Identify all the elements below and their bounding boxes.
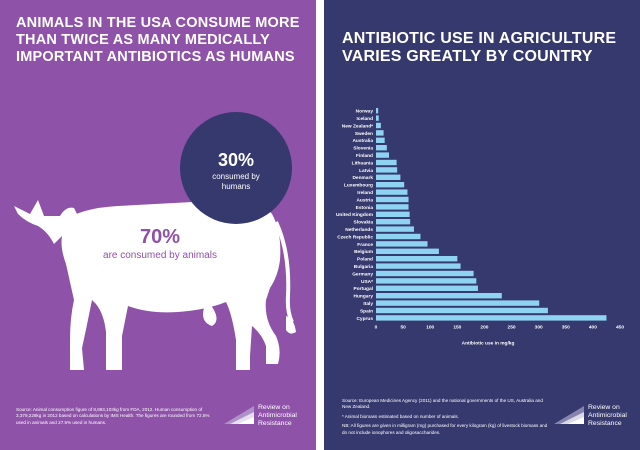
human-label: consumed by humans [212,172,260,191]
logo-mark-icon [554,406,584,424]
category-label: Sweden [355,131,373,137]
category-label: Slovakia [354,220,374,226]
bar [376,182,405,188]
category-label: USA* [361,279,373,285]
bar [376,137,385,143]
bar [376,159,397,166]
logo-text: Review on Antimicrobial Resistance [588,404,627,427]
category-label: Ireland [357,190,373,196]
bar [376,256,458,262]
bar [376,174,401,180]
bar [376,307,548,314]
category-label: Cyprus [356,316,373,322]
x-tick-label: 300 [535,325,543,331]
bar [376,130,384,136]
category-label: Iceland [356,116,373,122]
category-label: Finland [356,153,373,159]
review-logo-right: Review on Antimicrobial Resistance [552,400,627,431]
category-label: Lithuania [352,160,374,166]
human-percent: 30% [217,150,255,170]
bar [376,248,439,254]
bar [376,219,411,225]
x-tick-label: 150 [453,325,461,331]
right-source-note: Source: European Medicines Agency (2011)… [342,398,552,436]
x-tick-label: 400 [589,325,597,331]
bar [376,108,379,114]
units-note: NB: All figures are given in milligram (… [342,423,548,435]
bar [376,300,540,306]
panel-divider [316,0,324,450]
review-logo: Review on Antimicrobial Resistance [222,400,297,431]
bar [376,315,607,321]
category-label: Slovenia [353,146,373,152]
bar [376,122,381,129]
category-label: Luxembourg [344,183,373,189]
category-label: France [357,242,373,248]
bar [376,211,410,217]
bar [376,293,502,299]
bar [376,196,409,203]
bar [376,270,474,277]
bar [376,115,379,121]
category-label: Australia [352,138,373,144]
category-label: United Kingdom [336,212,373,218]
category-label: Portugal [354,286,373,292]
animal-percent: 70% [139,226,181,248]
category-label: Czech Republic [337,234,373,240]
x-tick-label: 350 [562,325,570,331]
category-label: Spain [360,308,373,314]
right-headline: ANTIBIOTIC USE IN AGRICULTURE VARIES GRE… [342,30,617,65]
logo-text: Review on Antimicrobial Resistance [258,404,297,427]
animal-label: are consumed by animals [103,250,217,261]
category-label: Austria [356,197,373,203]
bar [376,152,390,158]
bar [376,145,387,151]
x-tick-label: 250 [508,325,516,331]
category-label: New Zealand* [342,123,373,129]
category-label: Hungary [354,294,374,300]
x-axis-title: Antibiotic use in mg/kg [462,341,515,347]
category-label: Norway [356,109,374,115]
bar [376,278,477,284]
category-label: Poland [357,257,373,263]
left-source-note: Source: Animal consumption figure of 8,8… [16,407,210,425]
bar [376,204,409,210]
human-share-bubble [180,112,292,224]
bar [376,167,398,173]
bar [376,263,461,269]
right-panel: ANTIBIOTIC USE IN AGRICULTURE VARIES GRE… [324,0,640,450]
source-text: Source: European Medicines Agency (2011)… [342,398,543,410]
x-tick-label: 200 [480,325,488,331]
category-label: Estonia [356,205,374,211]
category-label: Belgium [354,249,373,255]
category-label: Bulgaria [354,264,374,270]
bar [376,226,414,232]
cow-icon [14,200,296,370]
left-panel: ANIMALS IN THE USA CONSUME MORE THAN TWI… [0,0,316,450]
category-label: Italy [363,301,373,307]
biomass-note: * Animal biomass estimated based on numb… [342,413,459,419]
bar [376,233,421,240]
bar [376,285,478,291]
x-tick-label: 450 [616,325,624,331]
x-tick-label: 0 [375,325,378,331]
category-label: Denmark [352,175,373,181]
bar [376,189,408,195]
x-tick-label: 50 [400,325,406,331]
x-tick-label: 100 [426,325,434,331]
logo-mark-icon [224,406,254,424]
category-label: Germany [352,271,373,277]
category-label: Latvia [359,168,373,174]
left-headline: ANIMALS IN THE USA CONSUME MORE THAN TWI… [16,15,300,65]
category-label: Netherlands [345,227,373,233]
bar [376,241,428,247]
